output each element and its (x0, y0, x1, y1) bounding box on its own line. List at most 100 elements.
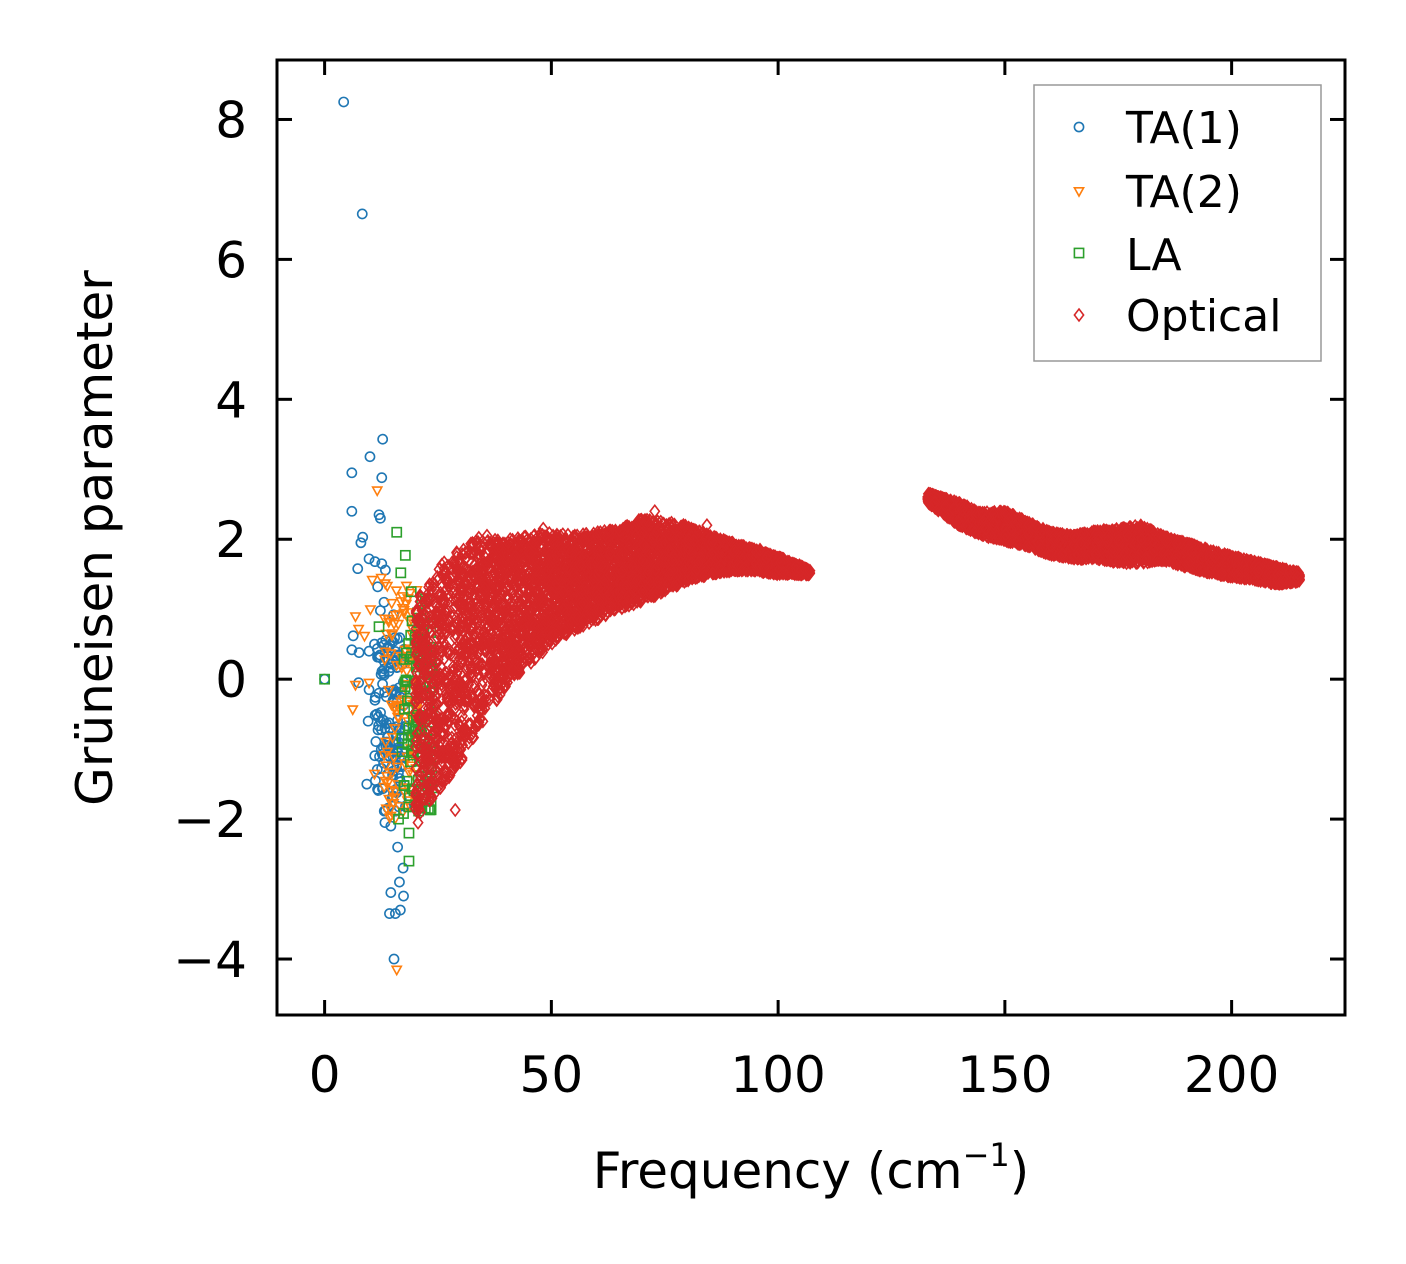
ta-1-point (384, 908, 395, 919)
ta-2-point (401, 796, 414, 807)
optical-point (487, 656, 499, 672)
optical-point (510, 654, 522, 670)
optical-point (456, 738, 469, 753)
optical-point (513, 586, 525, 602)
optical-point (486, 655, 498, 671)
ta-1-point (357, 531, 369, 543)
optical-point (511, 591, 523, 606)
optical-point (439, 772, 452, 788)
ta-1-point (376, 472, 388, 484)
ta-2-point (392, 610, 405, 621)
optical-point (510, 641, 522, 656)
ta-1-point (369, 638, 380, 650)
optical-point (449, 757, 461, 773)
ta-2-point (392, 619, 405, 631)
ta-1-point (397, 862, 409, 874)
ta-2-point (352, 624, 365, 636)
ta-2-point (380, 771, 393, 783)
optical-point (470, 604, 482, 619)
optical-point (474, 711, 486, 727)
ta-1-point (378, 669, 390, 681)
optical-point (434, 711, 447, 727)
optical-point (468, 699, 480, 715)
ta-1-point (369, 556, 381, 568)
optical-point (461, 578, 473, 594)
optical-point (516, 532, 528, 548)
ta-1-point (371, 708, 383, 720)
optical-point (459, 686, 472, 701)
ta-2-point (382, 685, 395, 697)
optical-point (416, 641, 428, 657)
optical-point (468, 721, 481, 736)
optical-point (428, 577, 440, 592)
optical-point (465, 569, 477, 585)
optical-point (466, 635, 479, 650)
ta-2-point (375, 573, 388, 585)
optical-point (456, 676, 468, 692)
ta-2-point (394, 651, 407, 663)
ta-2-point (385, 598, 398, 610)
optical-point (481, 639, 493, 655)
optical-point (492, 613, 504, 629)
optical-point (438, 748, 450, 764)
optical-point (422, 604, 434, 620)
ta-1-point (363, 553, 375, 565)
optical-point (434, 666, 446, 682)
optical-point (460, 672, 472, 688)
optical-point (512, 659, 525, 675)
ta-2-point (346, 705, 359, 716)
optical-point (445, 675, 457, 691)
optical-point (444, 644, 457, 659)
optical-point (419, 678, 431, 694)
optical-point (456, 683, 469, 699)
optical-point (486, 682, 498, 698)
optical-point (427, 690, 439, 706)
ta-2-point (398, 608, 410, 620)
optical-point (415, 618, 427, 633)
ta-2-point (379, 761, 392, 773)
optical-point (513, 532, 525, 548)
ta-1-point (373, 509, 385, 521)
optical-point (424, 793, 436, 808)
optical-point (490, 537, 502, 553)
ta-1-point (346, 505, 358, 517)
optical-point (413, 747, 426, 763)
optical-point (438, 565, 451, 581)
la-point (391, 526, 403, 538)
optical-point (425, 776, 437, 791)
ta-1-point (392, 841, 404, 853)
ta-2-point (398, 606, 410, 617)
ta-2-point (404, 588, 416, 600)
optical-point (507, 660, 519, 676)
ta-2-point (379, 737, 392, 749)
optical-point (462, 716, 475, 732)
ta-2-point (398, 759, 411, 770)
optical-point (432, 779, 444, 795)
optical-point (470, 610, 482, 625)
la-point (399, 681, 411, 693)
ta-1-point (347, 630, 359, 642)
optical-point (450, 690, 463, 706)
ta-1-point (355, 537, 367, 549)
optical-point (445, 609, 457, 624)
ta-2-point (394, 661, 407, 672)
optical-point (461, 723, 473, 738)
optical-point (505, 569, 517, 585)
optical-point (433, 587, 445, 603)
ta-1-point (384, 722, 396, 734)
optical-point (479, 701, 491, 716)
optical-point (487, 595, 499, 611)
ta-1-point (319, 673, 331, 685)
optical-point (416, 597, 428, 613)
la-point (393, 813, 404, 825)
ta-2-point (393, 802, 406, 813)
optical-point (458, 618, 470, 634)
optical-point (502, 670, 515, 685)
optical-point (413, 713, 426, 728)
la-point (402, 702, 414, 714)
ta-1-point (374, 605, 386, 617)
ta-2-point (389, 787, 402, 798)
ta-2-point (378, 782, 391, 794)
optical-point (460, 545, 472, 560)
la-point (398, 780, 410, 792)
